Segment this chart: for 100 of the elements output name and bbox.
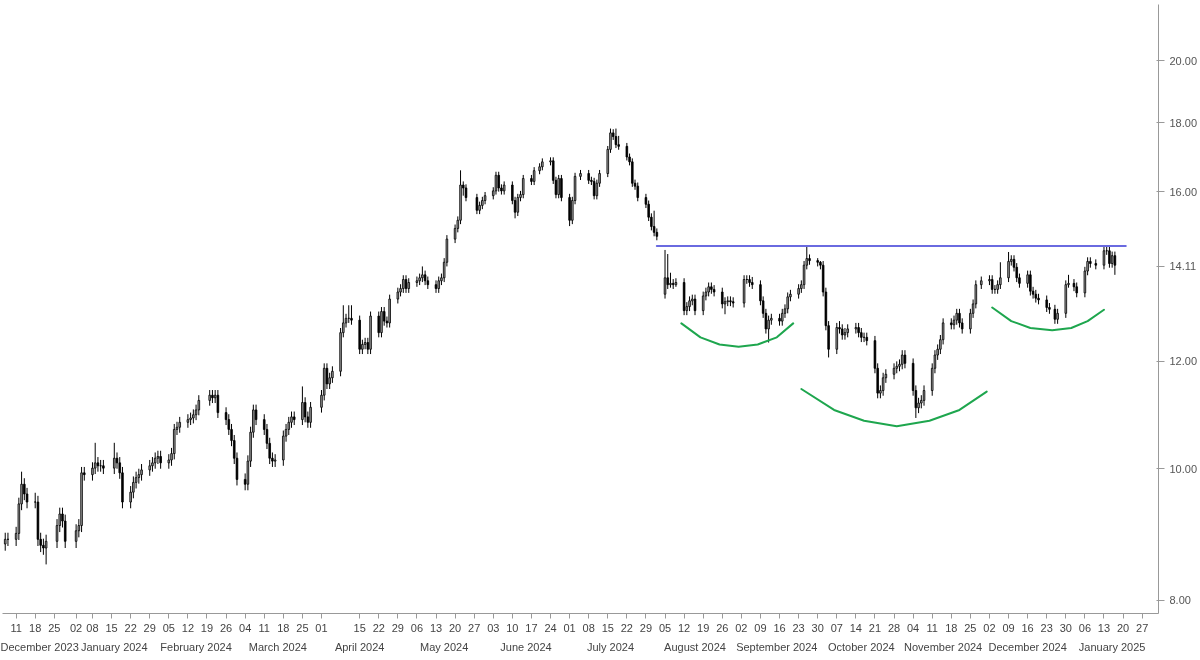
x-tick-label: 09	[754, 621, 767, 634]
candlestick	[631, 157, 634, 188]
candlestick	[843, 327, 847, 341]
y-tick-label: 8.00	[1169, 594, 1191, 607]
x-tick-label: 26	[716, 621, 729, 634]
candlestick	[156, 450, 160, 465]
x-tick-label: 23	[792, 621, 805, 634]
candlestick	[309, 401, 312, 429]
x-tick-label: 18	[945, 621, 958, 634]
x-tick-label: 29	[391, 621, 404, 634]
x-tick-label: 08	[582, 621, 595, 634]
candlestick	[663, 249, 667, 300]
x-tick-label: 23	[1040, 621, 1053, 634]
x2-tick-label: October 2024	[827, 640, 895, 653]
x-tick-label: 29	[639, 621, 653, 634]
x2-tick-label: January 2025	[1078, 640, 1146, 653]
x-tick-label: 10	[506, 621, 519, 634]
x-tick-label: 04	[239, 621, 252, 634]
x-tick-label: 30	[811, 621, 824, 634]
candlestick	[197, 394, 201, 416]
candlestick	[377, 311, 380, 338]
candlestick	[999, 261, 1002, 290]
x-tick-label: 05	[658, 621, 672, 634]
candlestick	[301, 385, 304, 426]
x-tick-label: 02	[70, 621, 83, 634]
x2-tick-label: September 2024	[736, 640, 818, 653]
candlestick	[483, 191, 487, 205]
x2-tick-label: June 2024	[500, 640, 552, 653]
x2-tick-label: March 2024	[248, 640, 307, 653]
candlestick	[854, 322, 858, 335]
x-tick-label: 28	[887, 621, 901, 634]
candlestick	[423, 270, 427, 286]
candlestick	[522, 174, 525, 199]
x-tick-label: 11	[258, 621, 270, 634]
x-tick-label: 29	[143, 621, 156, 634]
x-tick-label: 20	[1116, 621, 1130, 634]
y-tick-label: 18.00	[1169, 116, 1198, 129]
line-series	[800, 388, 988, 428]
candlestick	[113, 442, 116, 475]
candlestick	[568, 193, 571, 227]
line-series	[991, 306, 1105, 332]
x-tick-label: 19	[200, 621, 214, 634]
x-tick-label: 15	[601, 621, 614, 634]
x-tick-label: 08	[86, 621, 99, 634]
y-tick-label: 16.00	[1169, 186, 1198, 198]
x-tick-label: 20	[448, 621, 462, 634]
x-tick-label: 13	[1097, 621, 1111, 634]
x-tick-label: 16	[1021, 621, 1034, 634]
x-tick-label: 26	[219, 621, 233, 634]
x-tick-label: 22	[124, 621, 137, 634]
x2-tick-label: December 2023	[0, 640, 79, 653]
x-tick-label: 16	[773, 621, 786, 634]
candlestick	[74, 523, 78, 549]
candlestick	[516, 193, 520, 217]
x-tick-label: 18	[277, 621, 290, 634]
candlestick	[636, 182, 639, 202]
x2-tick-label: February 2024	[160, 640, 232, 653]
x-tick-label: 30	[1059, 621, 1072, 634]
x-tick-label: 06	[1078, 621, 1092, 634]
candlestick	[494, 171, 498, 196]
x-tick-label: 17	[525, 621, 538, 634]
candlestick	[380, 306, 383, 338]
x-tick-label: 25	[964, 621, 977, 634]
x-tick-label: 27	[1136, 621, 1149, 634]
x2-tick-label: April 2024	[334, 640, 385, 653]
x-tick-label: 12	[677, 621, 691, 634]
x-tick-label: 22	[372, 621, 385, 634]
candlestick	[557, 174, 560, 199]
x-tick-label: 02	[983, 621, 996, 634]
y-tick-label: 14.11	[1169, 260, 1197, 273]
x-tick-label: 02	[735, 621, 748, 634]
x-tick-label: 27	[468, 621, 481, 634]
x-tick-label: 21	[868, 621, 882, 634]
x-tick-label: 25	[296, 621, 309, 634]
candlestick	[903, 349, 907, 369]
x-tick-label: 19	[697, 621, 710, 634]
x-tick-label: 11	[10, 621, 22, 634]
x-tick-label: 22	[620, 621, 633, 634]
x-tick-label: 18	[29, 621, 42, 634]
x2-tick-label: July 2024	[586, 640, 635, 653]
y-tick-label: 20.00	[1169, 54, 1198, 67]
x-tick-label: 04	[907, 621, 920, 634]
y-tick-label: 12.00	[1169, 355, 1198, 368]
candlestick	[560, 174, 563, 202]
x-tick-label: 01	[315, 621, 328, 634]
x-tick-label: 15	[353, 621, 366, 634]
x-tick-label: 13	[429, 621, 443, 634]
candlestick	[434, 279, 438, 294]
candlestick	[388, 294, 391, 329]
x-tick-label: 24	[544, 621, 557, 634]
x2-tick-label: August 2024	[664, 640, 726, 653]
x-tick-label: 11	[926, 621, 938, 634]
x2-tick-label: December 2024	[988, 640, 1067, 653]
candlestick	[415, 276, 419, 288]
y-tick-label: 10.00	[1169, 462, 1198, 475]
x-tick-label: 07	[830, 621, 843, 634]
x-tick-label: 15	[105, 621, 118, 634]
x-tick-label: 09	[1002, 621, 1015, 634]
x-tick-label: 05	[162, 621, 175, 634]
x2-tick-label: January 2024	[80, 640, 148, 653]
